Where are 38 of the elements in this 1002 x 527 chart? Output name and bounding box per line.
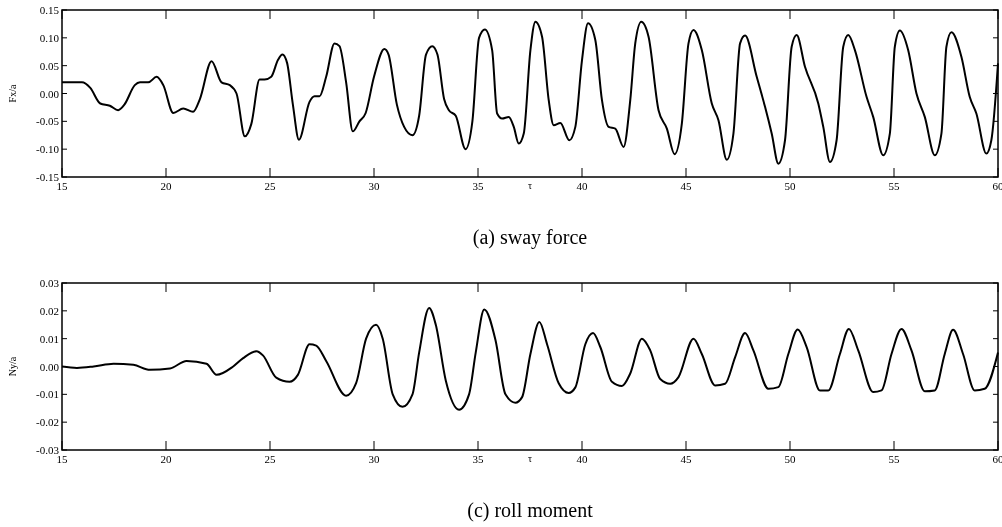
y-tick-label: 0.03 xyxy=(39,277,60,289)
x-tick-label: 35 xyxy=(472,180,484,192)
text: (a) sway force xyxy=(472,226,588,249)
x-tick-label: 45 xyxy=(680,180,692,192)
y-axis-title: Fx/a xyxy=(7,84,18,103)
x-tick-label: 30 xyxy=(368,453,380,465)
y-tick-label: 0.00 xyxy=(39,360,60,373)
y-tick-label: -0.03 xyxy=(36,444,60,456)
y-tick-label: 0.00 xyxy=(39,87,60,100)
y-tick-label: -0.05 xyxy=(36,115,60,128)
x-tick-label: 35 xyxy=(472,453,484,465)
x-tick-label: 40 xyxy=(576,180,588,192)
x-tick-label: 15 xyxy=(56,180,68,192)
y-tick-label: 0.05 xyxy=(39,59,60,72)
y-tick-label: 0.01 xyxy=(39,332,59,345)
x-tick-label: 20 xyxy=(160,180,172,192)
y-axis-title: Ny/a xyxy=(7,356,18,377)
x-axis-title: τ xyxy=(527,453,533,464)
x-tick-label: 55 xyxy=(888,453,900,465)
x-axis-title: τ xyxy=(527,180,533,191)
text: (c) roll moment xyxy=(467,499,594,522)
x-tick-label: 25 xyxy=(264,453,276,465)
y-tick-label: -0.10 xyxy=(36,143,60,156)
y-tick-label: -0.02 xyxy=(36,416,59,429)
y-tick-label: 0.15 xyxy=(39,4,60,16)
x-tick-label: 40 xyxy=(576,453,588,465)
x-tick-label: 30 xyxy=(368,180,380,192)
x-tick-label: 20 xyxy=(160,453,172,465)
y-tick-label: 0.10 xyxy=(39,31,60,44)
x-tick-label: 15 xyxy=(56,453,68,465)
x-tick-label: 50 xyxy=(784,453,796,465)
x-tick-label: 25 xyxy=(264,180,276,192)
x-tick-label: 55 xyxy=(888,180,900,192)
y-tick-label: 0.02 xyxy=(39,304,59,317)
x-tick-label: 45 xyxy=(680,453,692,465)
x-tick-label: 50 xyxy=(784,180,796,192)
y-tick-label: -0.15 xyxy=(36,171,60,183)
y-tick-label: -0.01 xyxy=(36,388,59,401)
